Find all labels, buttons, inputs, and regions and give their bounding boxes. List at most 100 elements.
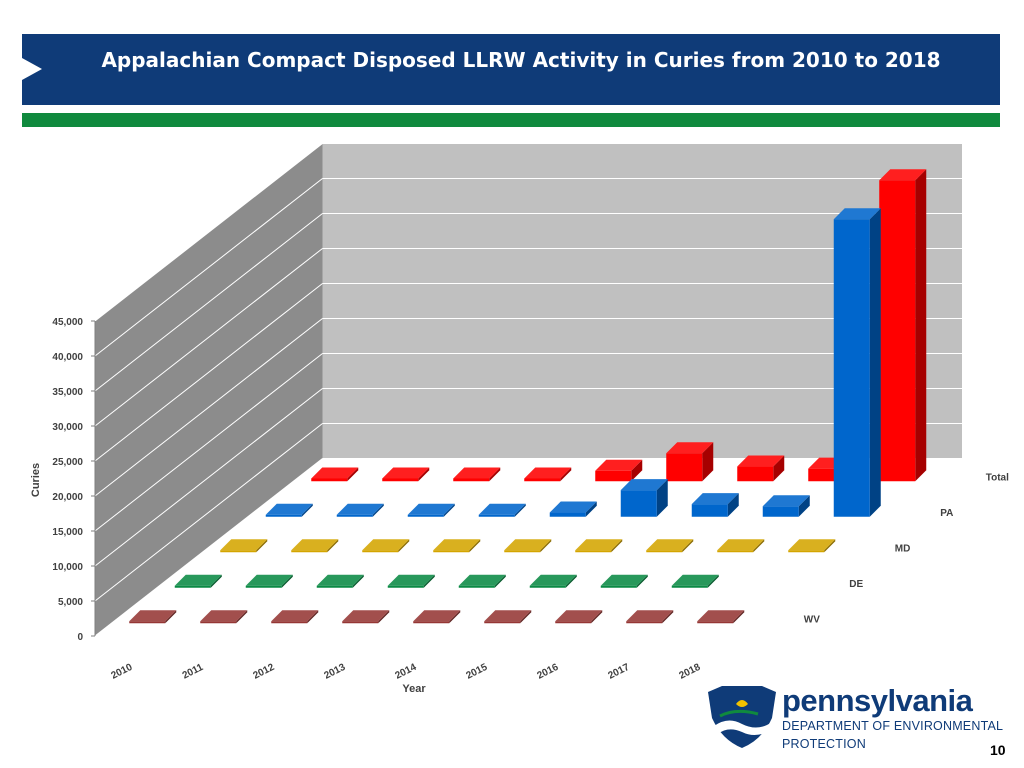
bar-front-face <box>788 550 825 553</box>
x-tick-label: 2010 <box>109 662 134 682</box>
bar-wv-2011 <box>200 610 248 624</box>
bar-wv-2010 <box>129 610 177 624</box>
bar-front-face <box>220 550 257 553</box>
gridline-side <box>94 353 323 532</box>
x-tick-label: 2017 <box>606 662 631 682</box>
bar-wv-2012 <box>271 610 319 624</box>
bar-top-face <box>291 539 339 551</box>
x-tick-label: 2013 <box>322 662 347 682</box>
bar-wv-2013 <box>342 610 390 624</box>
bar-top-face <box>691 493 739 505</box>
bar-front-face <box>342 621 379 624</box>
y-tick-label: 20,000 <box>52 492 83 503</box>
y-tick-label: 40,000 <box>52 352 83 363</box>
bar-wv-2017 <box>626 610 674 624</box>
bar-top-face <box>453 467 501 479</box>
bar-top-face <box>504 539 552 551</box>
bar-wv-2018 <box>697 610 745 624</box>
bar-top-face <box>788 539 836 551</box>
bar-side-face <box>423 574 435 588</box>
gridline-side <box>94 178 323 357</box>
bar-front-face <box>382 478 419 482</box>
bar-front-face <box>316 585 353 588</box>
bar-total-2010 <box>311 467 359 482</box>
bar-top-face <box>666 442 714 454</box>
bar-front-face <box>671 585 708 588</box>
gridline-side <box>94 248 323 427</box>
bar-de-2011 <box>245 574 293 588</box>
bar-top-face <box>484 610 532 622</box>
x-tick-label: 2012 <box>251 662 276 682</box>
bar-side-face <box>378 610 390 624</box>
bar-side-face <box>494 574 506 588</box>
gridline-side <box>94 283 323 462</box>
bar-front-face <box>504 550 541 553</box>
bar-front-face <box>524 478 561 482</box>
bar-de-2017 <box>671 574 719 588</box>
bar-top-face <box>382 467 430 479</box>
bar-side-face <box>210 574 222 588</box>
bar-front-face <box>646 550 683 553</box>
x-tick-label: 2011 <box>181 662 206 682</box>
y-tick-label: 45,000 <box>52 317 83 328</box>
bar-side-face <box>727 493 739 517</box>
bar-top-face <box>600 574 648 586</box>
bar-side-face <box>540 539 552 553</box>
bar-front-face <box>407 514 444 517</box>
slide-title: Appalachian Compact Disposed LLRW Activi… <box>101 48 941 72</box>
bar-md-2012 <box>362 539 410 553</box>
bar-de-2014 <box>458 574 506 588</box>
bar-top-face <box>129 610 177 622</box>
bar-side-face <box>520 610 532 624</box>
bar-pa-2013 <box>478 503 526 517</box>
bar-front-face <box>697 621 734 624</box>
bar-front-face <box>717 550 754 553</box>
bar-front-face <box>433 550 470 553</box>
bar-top-face <box>407 503 455 515</box>
bar-top-face <box>271 610 319 622</box>
bar-top-face <box>316 574 364 586</box>
bar-top-face <box>529 574 577 586</box>
bar-md-2015 <box>575 539 623 553</box>
series-label-wv: WV <box>804 614 820 625</box>
series-label-de: DE <box>849 579 863 590</box>
bar-front-face <box>549 512 586 517</box>
bar-front-face <box>626 621 663 624</box>
bar-side-face <box>560 467 572 482</box>
x-tick-label: 2018 <box>677 662 702 682</box>
bar-side-face <box>469 539 481 553</box>
gridline-side <box>94 318 323 497</box>
bar-top-face <box>595 459 643 471</box>
bar-side-face <box>682 539 694 553</box>
series-label-md: MD <box>895 543 911 554</box>
bar-side-face <box>489 467 501 482</box>
bar-top-face <box>433 539 481 551</box>
bar-de-2012 <box>316 574 364 588</box>
bar-side-face <box>449 610 461 624</box>
bar-md-2016 <box>646 539 694 553</box>
logo-department-2: PROTECTION <box>782 737 866 751</box>
bar-side-face <box>915 169 927 482</box>
bar-front-face <box>666 453 703 482</box>
bar-total-2018 <box>879 169 927 482</box>
bar-side-face <box>636 574 648 588</box>
bar-front-face <box>762 506 799 517</box>
bar-side-face <box>301 503 313 517</box>
bar-front-face <box>691 504 728 517</box>
bar-front-face <box>453 478 490 482</box>
x-tick-labels: 2010 2011 2012 2013 2014 2015 2016 2017 2018 <box>109 662 702 682</box>
title-arrow-icon <box>22 58 42 80</box>
gridline-side <box>94 213 323 392</box>
bar-total-2013 <box>524 467 572 482</box>
bar-side-face <box>372 503 384 517</box>
bar-side-face <box>352 574 364 588</box>
bar-front-face <box>291 550 328 553</box>
bar-pa-2017 <box>762 495 810 517</box>
bar-top-face <box>174 574 222 586</box>
bar-front-face <box>387 585 424 588</box>
bar-front-face <box>595 470 632 482</box>
bar-total-2015 <box>666 442 714 482</box>
bar-side-face <box>327 539 339 553</box>
bar-md-2018 <box>788 539 836 553</box>
bar-side-face <box>611 539 623 553</box>
